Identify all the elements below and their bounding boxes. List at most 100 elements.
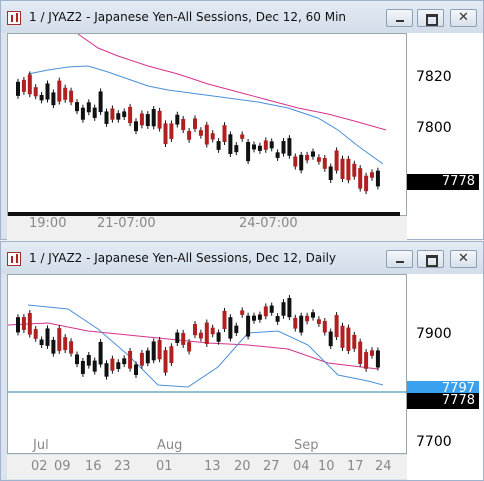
candle-body — [352, 163, 357, 177]
candle-body — [57, 328, 62, 351]
candle-body — [234, 145, 239, 153]
title-bar[interactable]: 1 / JYAZ2 - Japanese Yen-All Sessions, D… — [1, 242, 483, 274]
candle-body — [364, 175, 369, 192]
candle-body — [204, 322, 209, 344]
candle-body — [45, 83, 50, 100]
candlestick-chart — [8, 295, 408, 393]
title-bar[interactable]: 1 / JYAZ2 - Japanese Yen-All Sessions, D… — [1, 1, 483, 33]
window-title: 1 / JYAZ2 - Japanese Yen-All Sessions, D… — [29, 251, 337, 265]
price-plot[interactable] — [7, 33, 407, 217]
day-label: 24 — [375, 459, 392, 474]
day-label: 17 — [347, 459, 364, 474]
candle-body — [139, 113, 144, 126]
candle-body — [198, 332, 203, 339]
candle-body — [281, 302, 286, 316]
candle-body — [134, 364, 138, 375]
candle-body — [352, 334, 357, 349]
y-label: 7900 — [416, 326, 452, 342]
candle-body — [246, 141, 251, 162]
candle-body — [281, 140, 286, 154]
candle-body — [151, 341, 156, 361]
candle-body — [92, 360, 97, 372]
candlestick-chart — [16, 34, 387, 195]
day-axis: 02 09 16 23 01 13 20 27 04 10 17 24 — [7, 455, 407, 479]
y-label: 7700 — [416, 434, 452, 450]
candle-body — [175, 332, 180, 343]
day-label: 16 — [85, 459, 102, 474]
candle-body — [275, 152, 280, 158]
close-icon[interactable]: ✕ — [450, 250, 477, 268]
candle-body — [287, 138, 292, 156]
maximize-icon[interactable] — [417, 9, 444, 27]
time-axis: 19:00 21-07:00 24-07:00 — [7, 216, 407, 240]
session-bar — [8, 212, 400, 217]
candle-body — [210, 327, 215, 335]
candle-body — [375, 170, 380, 187]
candle-body — [246, 315, 251, 337]
candle-body — [145, 114, 150, 127]
candle-body — [16, 81, 20, 96]
candle-body — [269, 305, 274, 313]
candle-body — [340, 158, 345, 179]
candle-body — [21, 79, 26, 92]
candle-body — [69, 90, 74, 103]
day-label: 09 — [54, 459, 71, 474]
day-label: 10 — [318, 459, 335, 474]
x-label: 24-07:00 — [239, 216, 298, 231]
candle-body — [370, 172, 374, 178]
candle-body — [98, 91, 103, 113]
chart-window-daily[interactable]: 1 / JYAZ2 - Japanese Yen-All Sessions, D… — [0, 241, 484, 481]
candle-body — [198, 130, 203, 136]
close-icon[interactable]: ✕ — [450, 9, 477, 27]
day-label: 01 — [156, 459, 173, 474]
candle-body — [16, 317, 20, 333]
day-label: 23 — [114, 459, 131, 474]
candle-body — [104, 363, 109, 377]
candle-body — [187, 342, 192, 352]
candle-body — [145, 350, 150, 364]
candle-body — [334, 315, 339, 338]
candle-body — [240, 134, 245, 139]
candle-body — [33, 329, 38, 339]
candle-body — [128, 106, 133, 124]
maximize-icon[interactable] — [417, 250, 444, 268]
candle-body — [216, 141, 221, 150]
candle-body — [204, 124, 209, 145]
minimize-icon[interactable] — [386, 250, 413, 268]
price-plot[interactable] — [7, 274, 408, 454]
candle-body — [104, 111, 109, 124]
day-label: 13 — [204, 459, 221, 474]
candle-body — [334, 150, 339, 171]
price-axis — [407, 274, 483, 480]
candle-body — [86, 102, 91, 113]
chart-icon[interactable] — [7, 11, 21, 25]
candle-body — [193, 118, 197, 129]
x-label: 21-07:00 — [97, 216, 156, 231]
candle-body — [45, 328, 50, 346]
candle-body — [263, 306, 268, 317]
candle-body — [252, 315, 256, 321]
candle-body — [57, 80, 62, 102]
candle-body — [222, 125, 227, 142]
candle-body — [163, 350, 168, 373]
candle-body — [181, 333, 186, 345]
chart-icon[interactable] — [7, 252, 21, 266]
last-price-tag: 7778 — [407, 174, 479, 190]
candle-body — [151, 108, 156, 127]
candle-body — [134, 121, 138, 132]
candle-body — [128, 351, 133, 369]
chart-window-60min[interactable]: 1 / JYAZ2 - Japanese Yen-All Sessions, D… — [0, 0, 484, 240]
candle-body — [80, 107, 85, 120]
y-label: 7800 — [416, 120, 452, 136]
candle-body — [257, 145, 262, 151]
window-title: 1 / JYAZ2 - Japanese Yen-All Sessions, D… — [29, 10, 347, 24]
time-axis: Jul Aug Sep — [7, 436, 407, 480]
candle-body — [21, 317, 26, 330]
day-label: 27 — [263, 459, 280, 474]
candle-body — [364, 352, 369, 369]
candle-body — [263, 140, 268, 150]
candle-body — [228, 317, 233, 339]
candle-body — [316, 319, 321, 324]
candle-body — [157, 339, 162, 360]
minimize-icon[interactable] — [386, 9, 413, 27]
